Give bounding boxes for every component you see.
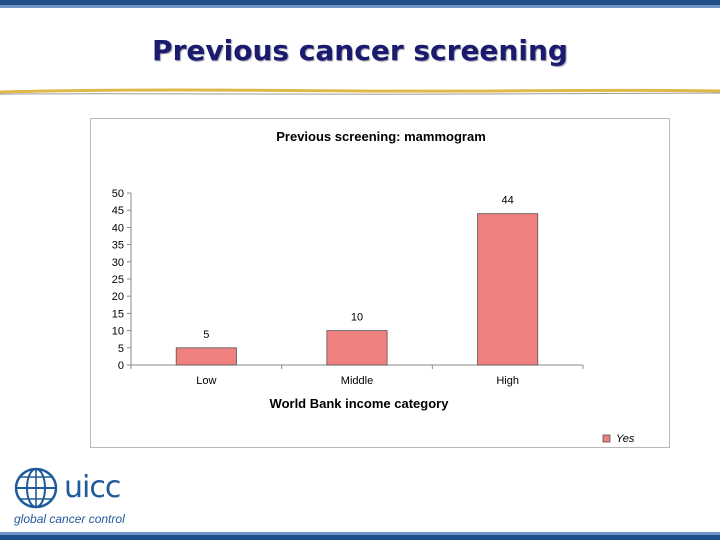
legend: Yes — [602, 433, 635, 445]
x-axis-label: World Bank income category — [270, 396, 450, 411]
x-tick-label: High — [496, 375, 519, 387]
top-decorative-band — [0, 0, 720, 8]
chart-title: Previous screening: mammogram — [276, 129, 486, 144]
x-tick-label: Low — [196, 375, 216, 387]
legend-label: Yes — [616, 433, 635, 445]
y-tick-label: 20 — [112, 291, 124, 303]
y-tick-label: 40 — [112, 222, 124, 234]
y-tick-label: 10 — [112, 326, 124, 338]
bar-chart: Previous screening: mammogram World Bank… — [112, 129, 635, 445]
bar-middle — [326, 330, 388, 366]
uicc-logo: uicc global cancer control — [10, 462, 140, 530]
chart-panel: Previous screening: mammogram World Bank… — [90, 118, 670, 448]
bar-low — [175, 347, 237, 366]
y-tick-label: 25 — [112, 274, 124, 286]
slide-title: Previous cancer screening — [152, 34, 568, 67]
bottom-decorative-band — [0, 532, 720, 540]
legend-swatch — [602, 434, 611, 443]
y-tick-label: 35 — [112, 240, 124, 252]
data-label: 10 — [351, 312, 363, 324]
y-tick-label: 15 — [112, 308, 124, 320]
logo-wordmark: uicc — [64, 470, 121, 505]
y-tick-label: 50 — [112, 188, 124, 200]
bar-high — [477, 213, 539, 366]
logo-tagline: global cancer control — [14, 512, 125, 526]
y-tick-label: 5 — [118, 343, 124, 355]
x-tick-label: Middle — [341, 375, 373, 387]
data-label: 44 — [502, 195, 514, 207]
data-label: 5 — [203, 329, 209, 341]
y-tick-label: 30 — [112, 257, 124, 269]
bars: 5 Low 10 Middle 44 High — [175, 195, 539, 387]
y-tick-label: 45 — [112, 205, 124, 217]
title-underline — [0, 88, 720, 95]
y-tick-label: 0 — [118, 360, 124, 372]
globe-icon — [14, 467, 58, 509]
